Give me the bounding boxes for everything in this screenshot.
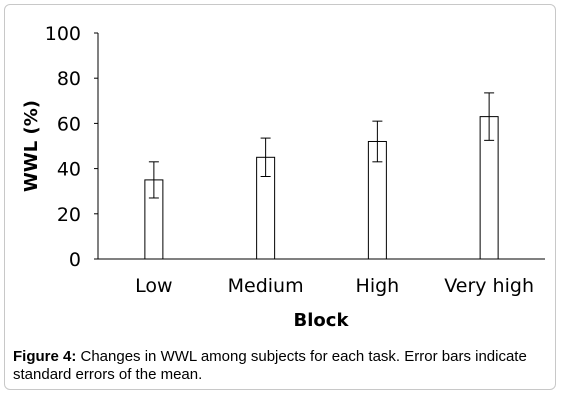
y-tick-label: 40 bbox=[57, 159, 81, 181]
error-bar bbox=[484, 92, 495, 141]
bar-chart: 0 20 40 60 80 100 Low Medium High Very high WWL … bbox=[21, 23, 545, 331]
error-bar bbox=[148, 161, 159, 199]
y-tick-label: 60 bbox=[57, 113, 81, 135]
y-tick-label: 100 bbox=[45, 23, 81, 45]
x-tick-label: Medium bbox=[228, 275, 304, 297]
bars bbox=[144, 116, 499, 260]
y-tick-label: 0 bbox=[69, 249, 81, 271]
figure-frame bbox=[4, 4, 556, 390]
x-axis: Low Medium High Very high bbox=[98, 258, 545, 297]
error-bar bbox=[372, 120, 383, 163]
error-bar bbox=[260, 137, 271, 178]
x-tick-label: High bbox=[356, 275, 400, 297]
figure-caption: Figure 4: Changes in WWL among subjects … bbox=[13, 348, 553, 384]
y-tick-label: 20 bbox=[57, 204, 81, 226]
y-axis-title: WWL (%) bbox=[21, 100, 42, 192]
caption-text: Changes in WWL among subjects for each t… bbox=[13, 348, 527, 383]
error-bars bbox=[148, 92, 495, 199]
x-tick-label: Low bbox=[135, 275, 172, 297]
caption-label: Figure 4: bbox=[13, 348, 77, 365]
x-axis-title: Block bbox=[294, 310, 350, 331]
x-tick-label: Very high bbox=[444, 275, 534, 297]
y-tick-label: 80 bbox=[57, 68, 81, 90]
y-axis: 0 20 40 60 80 100 bbox=[45, 23, 99, 271]
